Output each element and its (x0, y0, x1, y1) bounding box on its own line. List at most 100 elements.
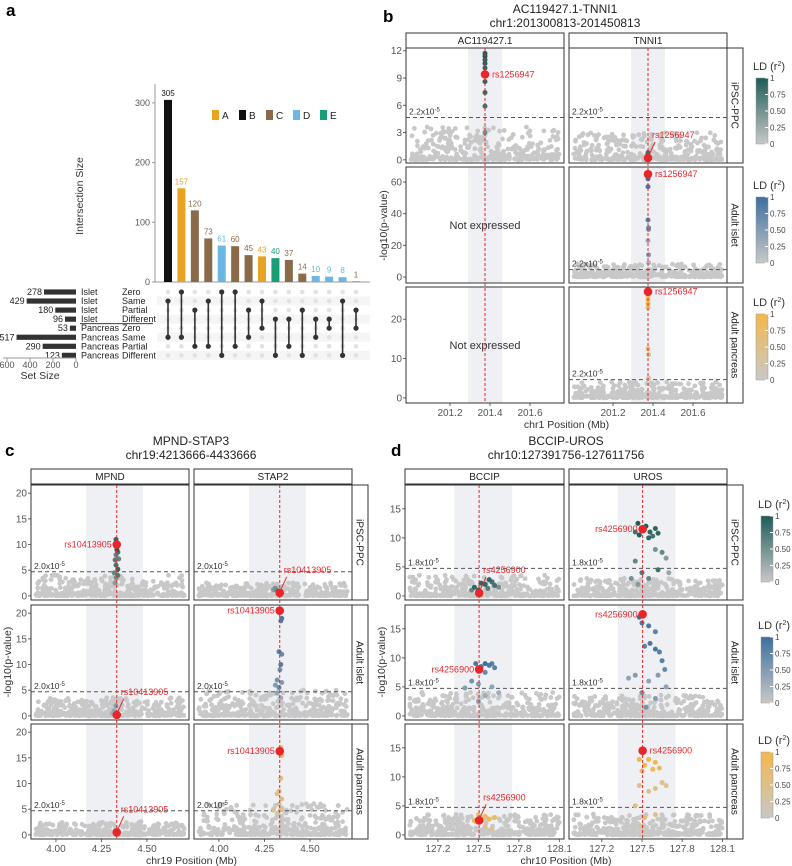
snp-point (98, 576, 104, 582)
set-type-label: Different (122, 314, 156, 324)
y-tick-label: 20 (391, 241, 403, 252)
snp-point (73, 827, 79, 833)
snp-point (218, 586, 223, 592)
ld-snp-point (482, 90, 488, 96)
matrix-dot-empty (192, 353, 198, 358)
snp-point (317, 712, 322, 718)
snp-point (609, 379, 615, 385)
snp-point (686, 381, 691, 387)
snp-point (505, 146, 511, 152)
snp-point (253, 825, 259, 831)
snp-point (127, 709, 133, 715)
snp-point (131, 831, 137, 837)
snp-point (434, 577, 440, 582)
snp-point (471, 573, 477, 579)
snp-point (71, 577, 76, 583)
lead-label-connector (117, 816, 125, 830)
threshold-mantissa: 2.0x10 (197, 561, 223, 571)
matrix-dot-filled (219, 289, 225, 295)
snp-point (579, 585, 585, 591)
matrix-dot-filled (272, 316, 279, 322)
snp-point (85, 575, 91, 581)
snp-point (589, 390, 595, 396)
snp-point (590, 394, 596, 400)
snp-point (608, 274, 614, 279)
snp-point (48, 577, 54, 582)
snp-point (57, 585, 63, 591)
snp-point (636, 132, 642, 138)
threshold-exponent: -5 (598, 260, 604, 266)
snp-point (121, 577, 126, 583)
snp-point (669, 381, 675, 386)
snp-point (550, 134, 556, 139)
threshold-mantissa: 2.0x10 (34, 800, 60, 810)
y-tick-label: 15 (390, 504, 402, 515)
snp-point (228, 804, 234, 810)
snp-point (642, 582, 647, 588)
snp-point (177, 698, 183, 704)
snp-point (454, 151, 460, 157)
snp-point (343, 704, 349, 709)
ld-snp-point (482, 581, 488, 587)
snp-point (203, 592, 209, 597)
snp-point (204, 580, 209, 586)
snp-point (104, 583, 110, 588)
snp-point (216, 805, 221, 810)
snp-point (548, 144, 554, 149)
snp-point (672, 145, 678, 151)
snp-point (687, 585, 693, 591)
bar-value-label: 37 (284, 249, 293, 258)
snp-point (513, 708, 519, 714)
snp-point (168, 711, 174, 716)
snp-point (612, 152, 618, 158)
snp-point (461, 588, 467, 594)
snp-point (533, 593, 539, 598)
bar-value-label: 14 (298, 263, 307, 272)
snp-point (254, 707, 260, 713)
facet-row-label: Adult pancreas (354, 748, 365, 815)
snp-point (536, 576, 541, 582)
snp-point (253, 812, 259, 818)
snp-point (278, 820, 284, 826)
snp-point (35, 713, 41, 719)
set-size-value: 180 (38, 305, 53, 315)
snp-point (629, 587, 635, 593)
snp-point (409, 133, 415, 139)
x-tick-label: 128.1 (547, 844, 572, 855)
snp-point (524, 147, 530, 152)
snp-point (48, 702, 54, 707)
snp-point (664, 379, 670, 385)
threshold-exponent: -5 (60, 801, 66, 807)
snp-point (694, 394, 699, 400)
snp-point (547, 586, 552, 591)
threshold-exponent: -5 (435, 107, 441, 113)
matrix-dot-filled (326, 316, 332, 322)
snp-point (291, 824, 297, 830)
snp-point (622, 388, 628, 394)
snp-point (125, 589, 131, 594)
bar-value-label: 45 (244, 244, 253, 253)
snp-point (442, 580, 448, 585)
y-tick-label: 9 (396, 74, 402, 85)
snp-point (484, 593, 490, 599)
snp-point (225, 592, 231, 598)
snp-point (312, 827, 318, 833)
snp-point (151, 705, 156, 711)
matrix-dot-filled (178, 334, 185, 340)
snp-point (478, 135, 484, 140)
y-axis-title: -log10(p-value) (2, 627, 14, 698)
snp-point (146, 713, 152, 719)
snp-point (284, 593, 289, 599)
matrix-dot-filled (272, 352, 279, 358)
snp-point (118, 696, 124, 701)
snp-point (513, 150, 518, 156)
snp-point (299, 832, 305, 838)
snp-point (275, 698, 281, 704)
threshold-exponent: -5 (60, 682, 66, 688)
highlight-region (248, 485, 306, 600)
ld-snp-point (482, 79, 488, 85)
snp-point (302, 711, 308, 717)
matrix-dot-empty (313, 344, 319, 349)
